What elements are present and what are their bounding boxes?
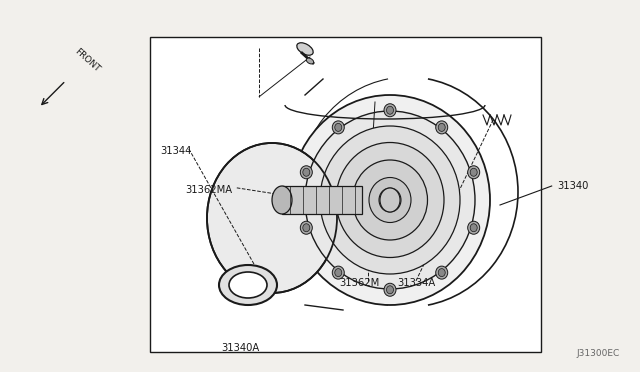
Ellipse shape (387, 106, 394, 114)
Ellipse shape (303, 224, 310, 232)
Ellipse shape (207, 143, 337, 293)
Ellipse shape (384, 104, 396, 117)
Ellipse shape (379, 188, 401, 212)
Text: J31300EC: J31300EC (577, 349, 620, 358)
Ellipse shape (470, 224, 477, 232)
Text: 31362M: 31362M (339, 278, 380, 288)
Ellipse shape (219, 265, 277, 305)
Ellipse shape (436, 266, 448, 279)
Ellipse shape (300, 221, 312, 234)
Ellipse shape (300, 166, 312, 179)
Ellipse shape (438, 269, 445, 277)
Text: 31340: 31340 (557, 181, 588, 191)
Ellipse shape (387, 286, 394, 294)
Ellipse shape (438, 124, 445, 131)
Text: 31334A: 31334A (397, 278, 435, 288)
Ellipse shape (290, 95, 490, 305)
Ellipse shape (229, 272, 267, 298)
Text: 31344: 31344 (160, 146, 191, 155)
Ellipse shape (436, 121, 448, 134)
Ellipse shape (335, 124, 342, 131)
Bar (150, 37, 541, 352)
Ellipse shape (320, 126, 460, 274)
Ellipse shape (380, 188, 400, 212)
Ellipse shape (384, 283, 396, 296)
Ellipse shape (307, 58, 314, 64)
Ellipse shape (353, 160, 428, 240)
Bar (282, 186, 362, 214)
Text: 31340A: 31340A (221, 343, 259, 353)
Ellipse shape (468, 221, 480, 234)
Ellipse shape (470, 168, 477, 176)
Ellipse shape (332, 121, 344, 134)
Text: FRONT: FRONT (73, 46, 102, 74)
Ellipse shape (305, 111, 475, 289)
Ellipse shape (297, 43, 313, 55)
Ellipse shape (332, 266, 344, 279)
Ellipse shape (335, 269, 342, 277)
Ellipse shape (303, 168, 310, 176)
Text: 31362MA: 31362MA (186, 185, 233, 195)
Ellipse shape (272, 186, 292, 214)
Ellipse shape (468, 166, 480, 179)
Ellipse shape (336, 142, 444, 257)
Ellipse shape (369, 177, 411, 222)
